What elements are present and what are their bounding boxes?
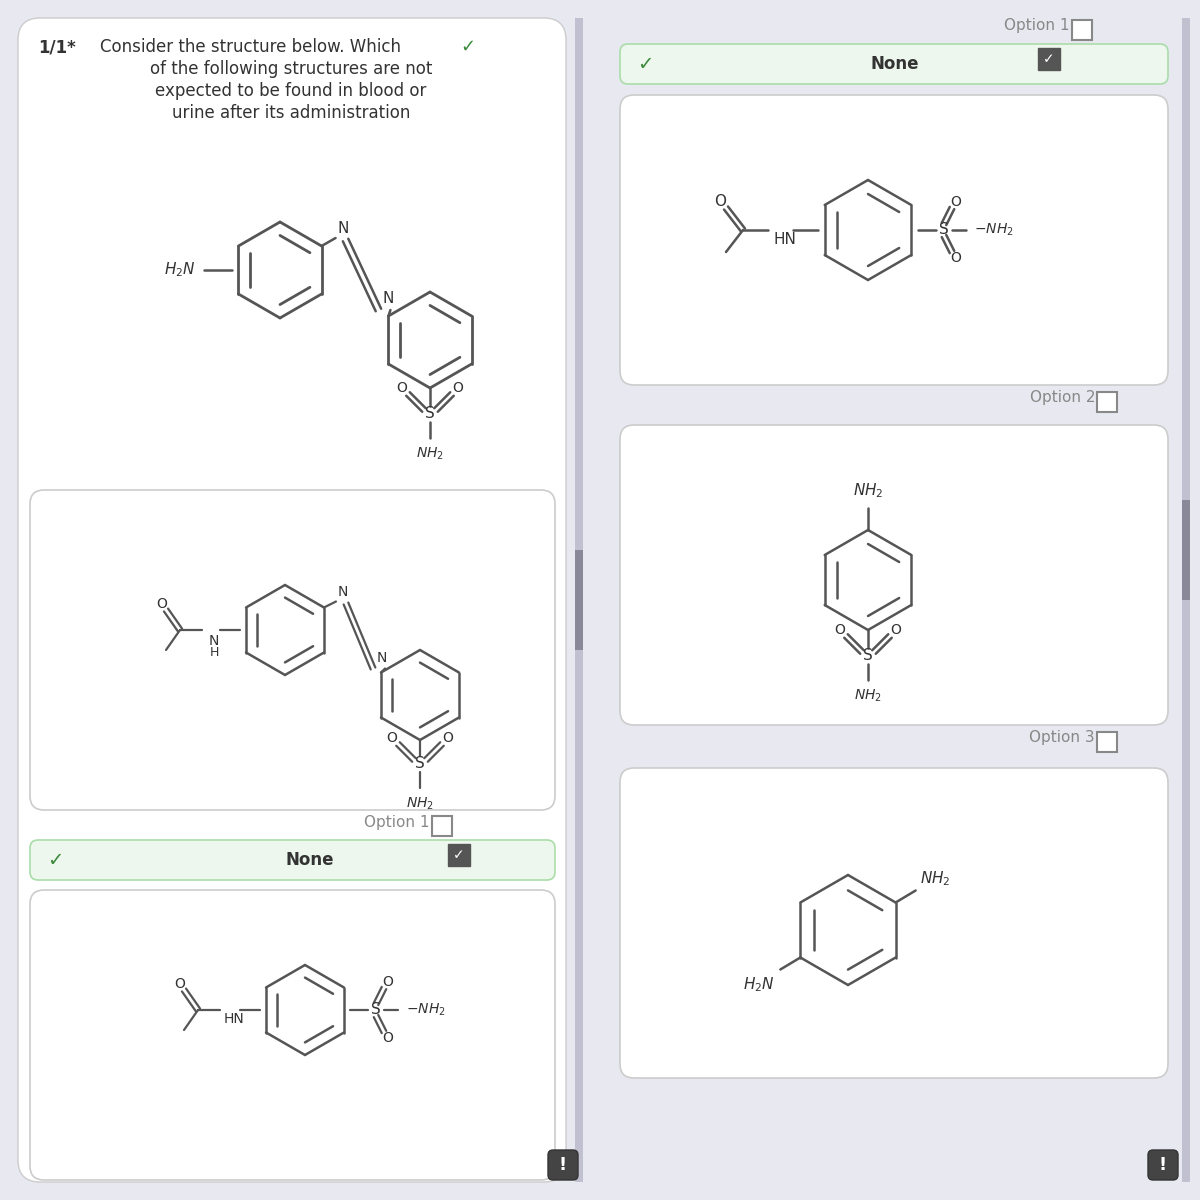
Bar	[1097, 392, 1117, 412]
Text: $NH_2$: $NH_2$	[853, 481, 883, 500]
Text: $-NH_2$: $-NH_2$	[974, 222, 1014, 238]
Bar	[1182, 18, 1190, 1182]
FancyBboxPatch shape	[620, 768, 1168, 1078]
FancyBboxPatch shape	[620, 425, 1168, 725]
Text: ✓: ✓	[454, 848, 464, 862]
Bar	[575, 18, 583, 1182]
Text: $H_2N$: $H_2N$	[743, 976, 774, 994]
Bar	[1097, 732, 1117, 752]
Text: O: O	[174, 977, 186, 991]
Text: N: N	[337, 221, 349, 236]
Text: O: O	[386, 731, 397, 745]
Text: O: O	[834, 623, 846, 637]
Text: O: O	[714, 194, 726, 210]
Text: $NH_2$: $NH_2$	[406, 796, 434, 812]
Text: H: H	[209, 646, 218, 659]
Text: Option 2: Option 2	[1030, 390, 1096, 404]
FancyBboxPatch shape	[620, 44, 1168, 84]
Text: !: !	[559, 1156, 568, 1174]
Text: O: O	[950, 251, 961, 265]
Bar	[432, 816, 452, 836]
Text: $NH_2$: $NH_2$	[919, 870, 950, 888]
FancyBboxPatch shape	[18, 18, 566, 1182]
Text: S: S	[425, 407, 434, 421]
Text: of the following structures are not: of the following structures are not	[150, 60, 432, 78]
Text: O: O	[396, 382, 408, 395]
Text: HN: HN	[774, 232, 797, 247]
Text: O: O	[950, 194, 961, 209]
Text: Option 1: Option 1	[365, 815, 430, 830]
Text: ✓: ✓	[637, 54, 653, 73]
FancyBboxPatch shape	[548, 1150, 578, 1180]
Text: None: None	[871, 55, 919, 73]
Text: N: N	[209, 634, 220, 648]
Text: Option 3: Option 3	[1030, 730, 1096, 745]
Text: N: N	[383, 290, 394, 306]
FancyBboxPatch shape	[30, 890, 554, 1180]
Text: $H_2N$: $H_2N$	[164, 260, 196, 280]
Text: N: N	[377, 650, 388, 665]
Text: Consider the structure below. Which: Consider the structure below. Which	[100, 38, 401, 56]
Text: $NH_2$: $NH_2$	[416, 446, 444, 462]
Bar	[448, 844, 470, 866]
Text: N: N	[338, 586, 348, 600]
Text: O: O	[156, 596, 168, 611]
FancyBboxPatch shape	[30, 490, 554, 810]
Text: 1/1*: 1/1*	[38, 38, 76, 56]
Text: expected to be found in blood or: expected to be found in blood or	[155, 82, 427, 100]
Text: $-NH_2$: $-NH_2$	[406, 1002, 445, 1018]
Bar	[1072, 20, 1092, 40]
Text: urine after its administration: urine after its administration	[172, 104, 410, 122]
Text: O: O	[452, 382, 463, 395]
Bar	[1038, 48, 1060, 70]
Text: HN: HN	[223, 1012, 245, 1026]
Text: O: O	[890, 623, 901, 637]
Text: O: O	[443, 731, 454, 745]
Text: ✓: ✓	[460, 38, 475, 56]
Text: Option 1: Option 1	[1004, 18, 1070, 32]
Text: $NH_2$: $NH_2$	[854, 688, 882, 704]
Text: S: S	[371, 1002, 380, 1018]
Text: None: None	[286, 851, 335, 869]
Bar	[1182, 500, 1190, 600]
Text: O: O	[383, 974, 394, 989]
Text: !: !	[1159, 1156, 1168, 1174]
FancyBboxPatch shape	[30, 840, 554, 880]
FancyBboxPatch shape	[1148, 1150, 1178, 1180]
Text: ✓: ✓	[47, 851, 64, 870]
Text: O: O	[383, 1031, 394, 1045]
FancyBboxPatch shape	[620, 95, 1168, 385]
Bar	[575, 550, 583, 650]
Text: S: S	[940, 222, 949, 238]
Text: S: S	[863, 648, 872, 664]
Text: S: S	[415, 756, 425, 772]
Text: ✓: ✓	[1043, 52, 1055, 66]
